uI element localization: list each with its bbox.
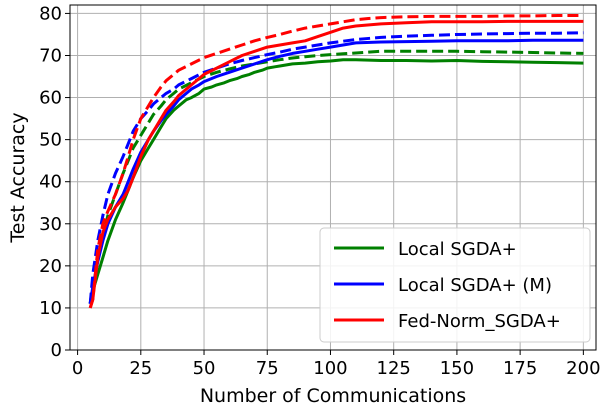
y-tick-label: 20 [39, 256, 62, 277]
y-tick-label: 40 [39, 172, 62, 193]
y-tick-label: 10 [39, 298, 62, 319]
y-tick-label: 30 [39, 214, 62, 235]
y-axis-label: Test Accuracy [7, 112, 29, 243]
series-line-1 [88, 49, 584, 304]
y-tick-label: 80 [39, 3, 62, 24]
series-lines [88, 14, 584, 309]
x-tick-label: 100 [313, 358, 347, 379]
legend-label-fed-norm: Fed-Norm_SGDA+ [398, 311, 561, 332]
y-tick-label: 50 [39, 130, 62, 151]
y-tick-label: 60 [39, 88, 62, 109]
legend-label-local-sgda-m: Local SGDA+ (M) [398, 275, 552, 296]
grid [70, 5, 596, 351]
x-tick-label: 0 [72, 358, 83, 379]
x-tick-label: 175 [503, 358, 537, 379]
x-axis: 0 25 50 75 100 125 150 175 200 [72, 350, 600, 379]
x-tick-label: 75 [256, 358, 279, 379]
legend-label-local-sgda: Local SGDA+ [398, 239, 517, 260]
x-axis-label: Number of Communications [200, 385, 466, 407]
plot-frame [69, 4, 597, 351]
x-tick-label: 50 [193, 358, 216, 379]
x-tick-label: 125 [377, 358, 411, 379]
x-tick-label: 150 [440, 358, 474, 379]
x-tick-label: 200 [566, 358, 600, 379]
legend-box [319, 227, 591, 343]
y-axis: 0 10 20 30 40 50 60 70 80 [39, 3, 70, 361]
series-line-4 [88, 19, 584, 309]
x-tick-label: 25 [129, 358, 152, 379]
series-line-5 [88, 14, 584, 309]
legend: Local SGDA+ Local SGDA+ (M) Fed-Norm_SGD… [319, 227, 591, 343]
y-tick-label: 0 [51, 340, 62, 361]
y-tick-label: 70 [39, 45, 62, 66]
series-line-2 [88, 38, 584, 304]
